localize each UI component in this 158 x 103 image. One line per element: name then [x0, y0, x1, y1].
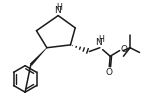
- Text: H: H: [56, 3, 62, 12]
- Polygon shape: [30, 47, 47, 66]
- Text: O: O: [121, 45, 128, 54]
- Text: O: O: [106, 68, 113, 77]
- Text: H: H: [98, 35, 104, 44]
- Text: N: N: [95, 38, 102, 47]
- Text: N: N: [54, 6, 61, 15]
